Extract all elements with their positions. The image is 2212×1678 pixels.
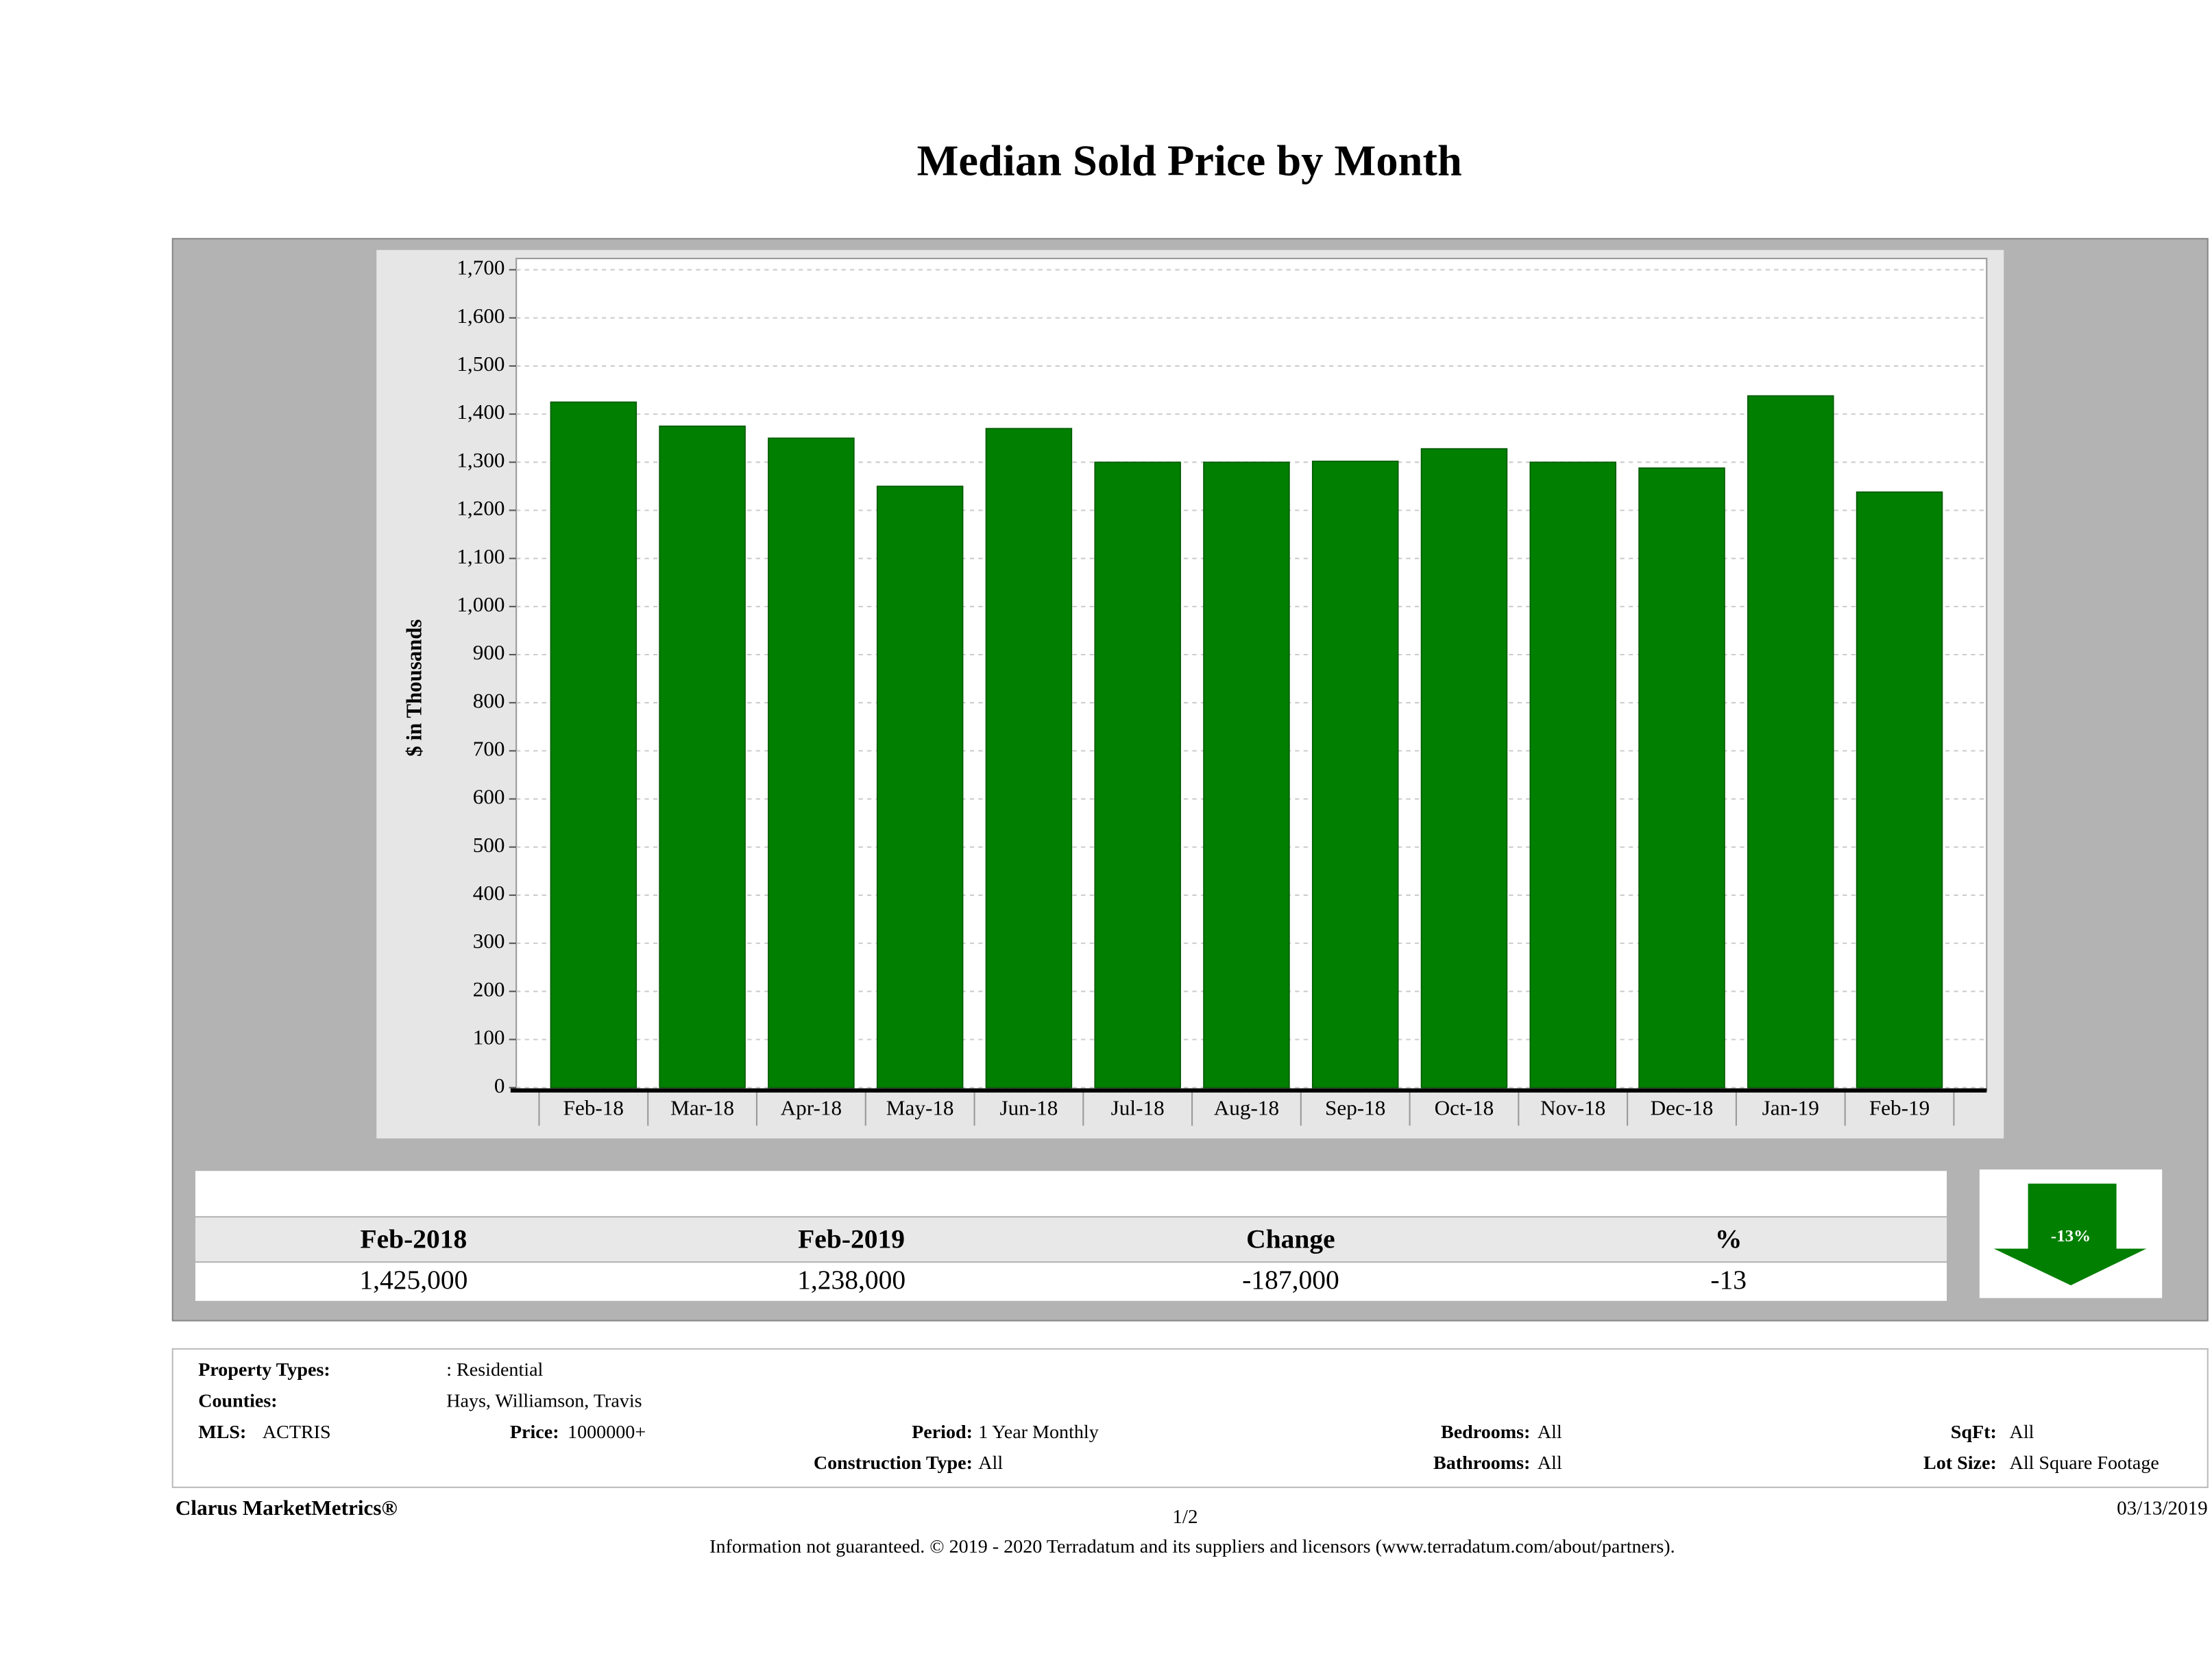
y-tick-label: 1,400 [457, 400, 505, 424]
y-tick-label: 400 [473, 881, 505, 905]
summary-header: % [1715, 1224, 1742, 1254]
info-label: SqFt: [1951, 1422, 1997, 1443]
bar [1856, 491, 1943, 1089]
x-tick-label: Apr-18 [781, 1096, 842, 1120]
info-value: 1 Year Monthly [978, 1422, 1098, 1443]
info-label: Bedrooms: [1441, 1422, 1530, 1443]
summary-header-row [195, 1217, 1947, 1262]
chart-title: Median Sold Price by Month [917, 136, 1462, 185]
y-tick-label: 100 [473, 1025, 505, 1049]
bar [1747, 395, 1834, 1089]
y-tick-label: 1,600 [457, 304, 505, 328]
summary-header: Feb-2018 [360, 1224, 467, 1254]
y-tick-label: 200 [473, 977, 505, 1001]
down-arrow [1993, 1183, 2147, 1286]
info-label: Lot Size: [1923, 1452, 1997, 1474]
info-value: 1000000+ [568, 1422, 646, 1443]
x-tick-label: May-18 [886, 1096, 954, 1120]
brand: Clarus MarketMetrics® [175, 1496, 398, 1520]
page-number: 1/2 [1172, 1506, 1198, 1528]
y-tick-label: 1,300 [457, 448, 505, 472]
disclaimer: Information not guaranteed. © 2019 - 202… [709, 1536, 1675, 1557]
summary-value: 1,238,000 [797, 1265, 906, 1295]
info-label: MLS: [198, 1422, 246, 1443]
report-date: 03/13/2019 [2117, 1498, 2208, 1520]
bar [1203, 461, 1290, 1089]
bar [1638, 467, 1725, 1089]
summary-header: Change [1246, 1224, 1335, 1254]
y-tick-label: 1,100 [457, 544, 505, 568]
y-tick-label: 1,000 [457, 592, 505, 616]
info-label: Property Types: [198, 1359, 330, 1381]
x-tick-label: Sep-18 [1325, 1096, 1385, 1120]
y-tick-label: 1,200 [457, 496, 505, 520]
info-label: Period: [912, 1422, 973, 1443]
y-tick-label: 1,500 [457, 352, 505, 376]
info-value: Hays, Williamson, Travis [446, 1391, 642, 1412]
info-value: All [1538, 1422, 1562, 1443]
y-axis-label: $ in Thousands [402, 619, 426, 756]
x-tick-label: Nov-18 [1540, 1096, 1605, 1120]
y-tick-label: 600 [473, 785, 505, 809]
x-tick-label: Jul-18 [1111, 1096, 1165, 1120]
y-tick-label: 500 [473, 833, 505, 857]
info-value: : Residential [446, 1359, 543, 1381]
y-tick-label: 300 [473, 929, 505, 953]
info-value: All Square Footage [2010, 1452, 2159, 1474]
info-value: All [2010, 1422, 2034, 1443]
summary-value: 1,425,000 [359, 1265, 467, 1295]
info-value: All [1538, 1452, 1562, 1474]
arrow-label: -13% [2051, 1227, 2091, 1245]
y-tick-label: 900 [473, 640, 505, 664]
x-tick-label: Jun-18 [999, 1096, 1058, 1120]
y-tick-label: 0 [494, 1073, 505, 1097]
info-value: ACTRIS [263, 1422, 331, 1443]
info-value: All [978, 1452, 1003, 1474]
summary-blank-row [195, 1171, 1947, 1217]
info-label: Price: [510, 1422, 559, 1443]
x-tick-label: Feb-19 [1869, 1096, 1930, 1120]
y-tick-label: 700 [473, 737, 505, 761]
info-label: Counties: [198, 1391, 277, 1412]
x-tick-label: Dec-18 [1651, 1096, 1714, 1120]
bar [659, 425, 746, 1089]
summary-value: -13 [1710, 1265, 1747, 1295]
bar [550, 401, 637, 1089]
bar [1420, 448, 1508, 1089]
summary-value-row [195, 1263, 1947, 1301]
y-tick-label: 800 [473, 688, 505, 712]
x-tick-label: Feb-18 [563, 1096, 624, 1120]
bar [1529, 461, 1616, 1089]
x-tick-label: Oct-18 [1435, 1096, 1494, 1120]
x-tick-label: Mar-18 [670, 1096, 734, 1120]
info-label: Construction Type: [814, 1452, 973, 1474]
bar [1311, 461, 1399, 1089]
info-label: Bathrooms: [1433, 1452, 1530, 1474]
info-box [171, 1348, 2209, 1488]
y-tick-label: 1,700 [457, 256, 505, 280]
summary-header: Feb-2019 [798, 1224, 905, 1254]
x-tick-label: Jan-19 [1762, 1096, 1819, 1120]
bar [768, 437, 855, 1089]
x-tick-label: Aug-18 [1214, 1096, 1279, 1120]
summary-value: -187,000 [1242, 1265, 1339, 1295]
bar [876, 485, 964, 1089]
bar [985, 428, 1073, 1089]
bar [1094, 461, 1181, 1089]
